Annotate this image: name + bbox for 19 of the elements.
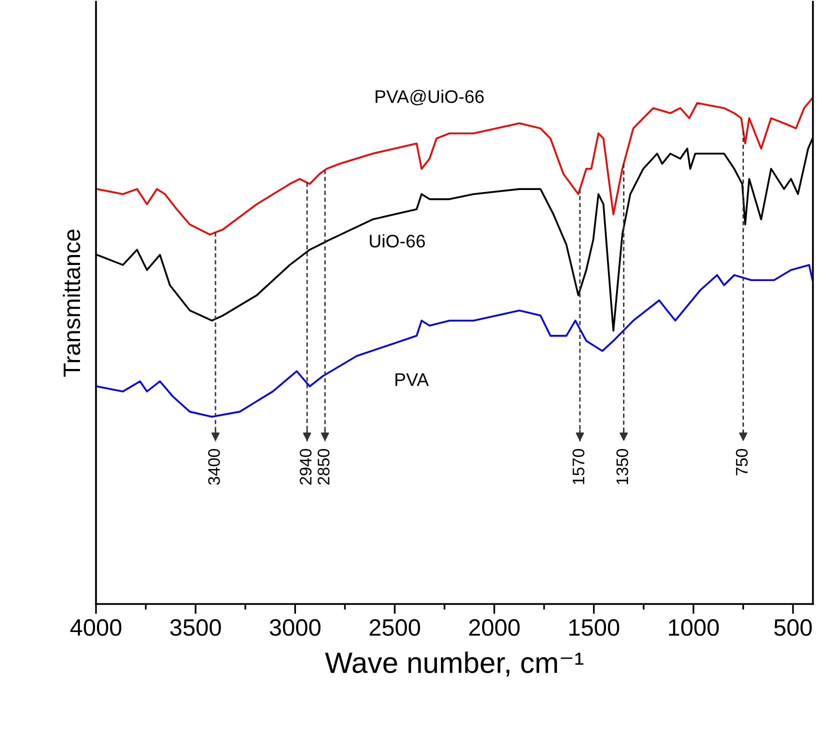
x-tick-label: 1500: [569, 619, 620, 636]
ref-line-label: 3400: [208, 448, 220, 485]
x-tick-label: 4000: [70, 619, 122, 636]
series-label: PVA: [396, 373, 429, 386]
ref-line-label: 1350: [616, 448, 628, 484]
series-label: PVA@UiO-66: [376, 90, 484, 106]
y-axis-title: Transmittance: [62, 230, 80, 377]
x-tick-label: 2000: [469, 619, 520, 636]
x-tick-label: 2500: [370, 619, 420, 636]
x-tick-label: 1000: [668, 619, 719, 636]
x-tick-label: 3500: [170, 619, 221, 636]
x-tick-label: 3000: [270, 619, 320, 636]
ref-line-label: 2850: [318, 448, 330, 485]
ref-line-label: 2940: [300, 448, 312, 485]
series-label: UiO-66: [370, 234, 425, 248]
x-tick-label: 500: [774, 619, 812, 636]
x-axis-title: Wave number, cm⁻¹: [325, 652, 584, 677]
ref-line-label: 1570: [572, 448, 584, 484]
ref-line-label: 750: [736, 448, 748, 476]
